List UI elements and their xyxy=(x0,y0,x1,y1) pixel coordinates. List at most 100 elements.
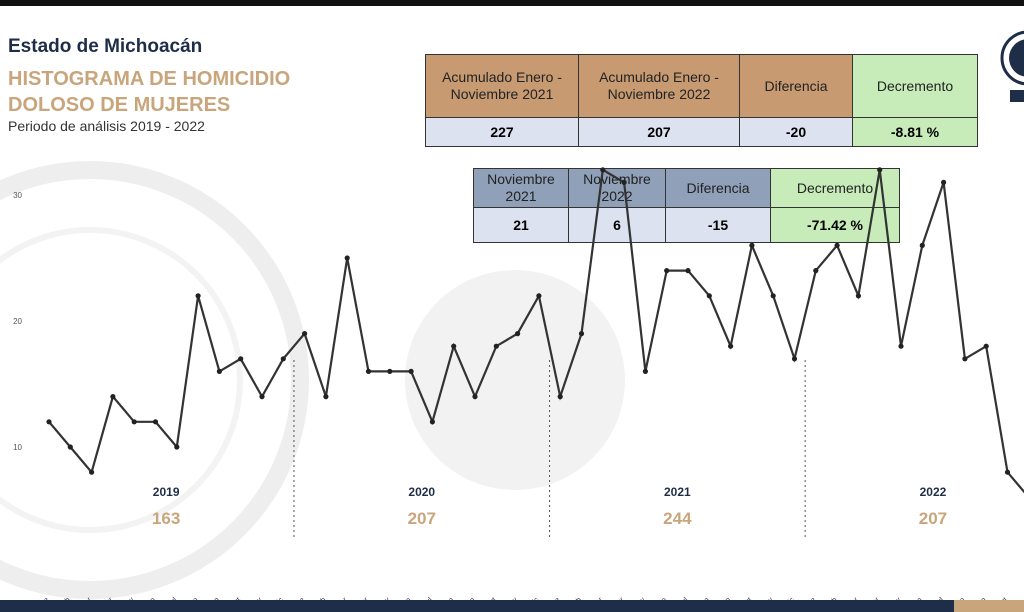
month-label: Ene xyxy=(37,596,51,600)
data-point xyxy=(557,394,563,400)
month-label: Sep xyxy=(207,596,221,600)
nov-header-2021: Noviembre 2021 xyxy=(473,168,569,208)
data-point xyxy=(834,242,840,248)
data-point xyxy=(131,419,137,425)
accum-value-2021: 227 xyxy=(425,117,579,147)
data-point xyxy=(749,242,755,248)
data-point xyxy=(791,356,798,362)
top-bar xyxy=(0,0,1024,6)
data-point xyxy=(578,331,585,337)
year-total-2019: 163 xyxy=(152,509,180,528)
data-point xyxy=(280,356,286,362)
watermark-emblem xyxy=(405,270,625,490)
month-label: May xyxy=(633,596,648,600)
data-point xyxy=(89,469,95,475)
data-point xyxy=(408,368,414,374)
data-point xyxy=(451,343,457,349)
data-point xyxy=(855,293,862,299)
month-label: May xyxy=(888,596,903,600)
month-label: Feb xyxy=(314,596,328,600)
november-comparison-table: Noviembre 2021 Noviembre 2022 Diferencia… xyxy=(473,168,900,243)
nov-header-difference: Diferencia xyxy=(665,168,771,208)
month-label: Ene xyxy=(292,596,306,600)
nov-value-2021: 21 xyxy=(473,207,569,243)
data-point xyxy=(919,242,925,248)
accumulated-comparison-table: Acumulado Enero - Noviembre 2021 Acumula… xyxy=(425,54,978,147)
homicide-line-chart: 10 20 30 2019 163 2020 207 2021 244 2022 207 Ene Feb… xyxy=(13,167,1024,600)
month-label: Sep xyxy=(718,596,732,600)
data-point xyxy=(110,394,116,400)
data-point xyxy=(600,167,606,173)
bottom-bar xyxy=(0,600,1024,612)
month-label: Oct xyxy=(996,596,1009,600)
month-label: Ene xyxy=(803,596,817,600)
data-point xyxy=(706,293,712,299)
nov-value-2022: 6 xyxy=(568,207,666,243)
data-point xyxy=(387,368,393,374)
month-label: Abr xyxy=(357,596,370,600)
month-label: Abr xyxy=(102,596,115,600)
data-point xyxy=(174,444,180,450)
data-point xyxy=(302,331,308,337)
data-point xyxy=(621,179,627,185)
accum-header-decrement: Decremento xyxy=(852,54,978,118)
month-label: Ago xyxy=(953,596,967,600)
data-point xyxy=(472,394,478,400)
month-label: Abr xyxy=(613,596,626,600)
month-label: Jun xyxy=(144,596,157,600)
data-point xyxy=(259,394,265,400)
data-point xyxy=(46,419,52,425)
data-point xyxy=(983,343,989,349)
series-line xyxy=(48,168,1024,494)
nov-value-decrement: -71.42 % xyxy=(770,207,900,243)
month-label: Oct xyxy=(741,596,754,600)
month-label: Mar xyxy=(591,596,605,600)
data-point xyxy=(67,444,73,450)
month-label: Dic xyxy=(528,596,540,600)
data-point xyxy=(685,268,691,274)
year-total-2021: 244 xyxy=(663,509,692,528)
agency-logo-icon xyxy=(1000,30,1024,102)
year-label-2020: 2020 xyxy=(408,485,435,499)
watermark-seal-inner xyxy=(0,227,243,533)
data-point xyxy=(728,343,734,349)
analysis-period: Periodo de análisis 2019 - 2022 xyxy=(8,118,205,134)
data-point xyxy=(770,293,776,299)
y-tick-label: 30 xyxy=(13,191,22,200)
year-label-2021: 2021 xyxy=(664,485,691,499)
month-label: Feb xyxy=(58,596,72,600)
data-point xyxy=(493,343,499,349)
month-label: Jun xyxy=(911,596,924,600)
month-label: May xyxy=(377,596,392,600)
y-tick-label: 10 xyxy=(13,443,22,452)
data-point xyxy=(536,293,542,299)
month-label: Mar xyxy=(335,596,349,600)
chart-title: HISTOGRAMA DE HOMICIDIO DOLOSO DE MUJERE… xyxy=(8,66,368,118)
data-point xyxy=(515,331,521,337)
chart-title-line-1: HISTOGRAMA DE HOMICIDIO xyxy=(8,68,291,90)
month-label: Jul xyxy=(167,596,179,600)
month-label: Mar xyxy=(846,596,860,600)
month-label: Jul xyxy=(934,596,946,600)
month-label: Ago xyxy=(441,596,455,600)
month-label: Oct xyxy=(485,596,498,600)
month-label: Nov xyxy=(505,596,519,600)
year-total-2022: 207 xyxy=(919,509,947,528)
month-label: Jun xyxy=(400,596,413,600)
month-label: Ago xyxy=(697,596,711,600)
month-label: Feb xyxy=(569,596,583,600)
month-label: May xyxy=(121,596,136,600)
accum-header-2022: Acumulado Enero - Noviembre 2022 xyxy=(578,54,740,118)
data-point xyxy=(344,255,350,261)
month-label: Jul xyxy=(423,596,435,600)
data-point xyxy=(941,179,947,185)
nov-header-2022: Noviembre 2022 xyxy=(568,168,666,208)
data-point xyxy=(323,394,329,400)
data-point xyxy=(238,356,244,362)
month-label: Jun xyxy=(655,596,668,600)
chart-title-line-2: DOLOSO DE MUJERES xyxy=(8,94,231,116)
month-label: Dic xyxy=(784,596,796,600)
accum-value-2022: 207 xyxy=(578,117,740,147)
data-point xyxy=(429,419,435,425)
